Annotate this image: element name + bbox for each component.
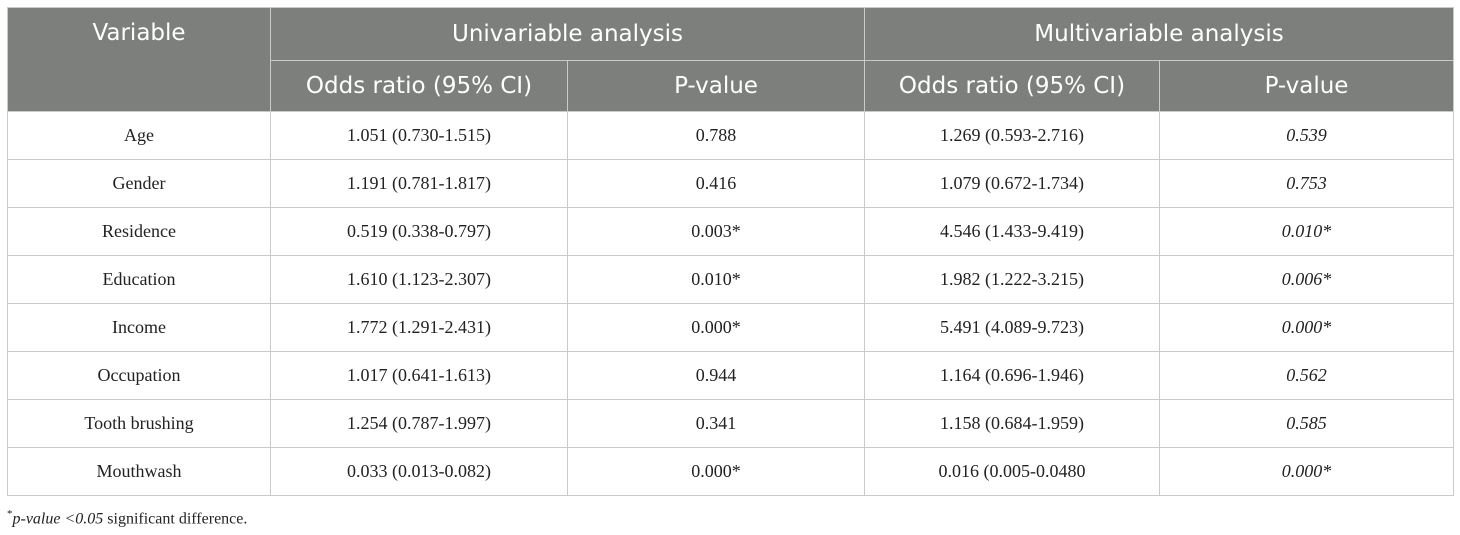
cell-uni-or: 1.772 (1.291-2.431): [270, 303, 568, 352]
cell-multi-or: 1.269 (0.593-2.716): [864, 111, 1160, 160]
cell-uni-p: 0.788: [567, 111, 865, 160]
table-row: Tooth brushing 1.254 (0.787-1.997) 0.341…: [7, 399, 1455, 448]
cell-variable: Age: [7, 111, 271, 160]
cell-multi-p: 0.000*: [1158, 447, 1455, 496]
footnote-text: significant difference.: [103, 510, 248, 528]
table-row: Occupation 1.017 (0.641-1.613) 0.944 1.1…: [7, 351, 1455, 400]
cell-uni-or: 0.519 (0.338-0.797): [270, 207, 568, 256]
cell-multi-or: 4.546 (1.433-9.419): [864, 207, 1160, 256]
cell-uni-or: 1.051 (0.730-1.515): [270, 111, 568, 160]
cell-uni-p: 0.944: [567, 351, 865, 400]
table-row: Residence 0.519 (0.338-0.797) 0.003* 4.5…: [7, 207, 1455, 256]
regression-table: Variable Univariable analysis Multivaria…: [7, 7, 1455, 496]
table-row: Age 1.051 (0.730-1.515) 0.788 1.269 (0.5…: [7, 111, 1455, 160]
cell-multi-or: 0.016 (0.005-0.0480: [864, 447, 1160, 496]
table-row: Gender 1.191 (0.781-1.817) 0.416 1.079 (…: [7, 159, 1455, 208]
footnote-mark: *: [7, 508, 13, 520]
header-variable: Variable: [7, 7, 271, 112]
cell-variable: Tooth brushing: [7, 399, 271, 448]
cell-uni-or: 1.191 (0.781-1.817): [270, 159, 568, 208]
cell-variable: Residence: [7, 207, 271, 256]
cell-uni-or: 1.610 (1.123-2.307): [270, 255, 568, 304]
header-uni-odds-ratio: Odds ratio (95% CI): [270, 60, 568, 112]
cell-multi-or: 1.164 (0.696-1.946): [864, 351, 1160, 400]
cell-uni-p: 0.416: [567, 159, 865, 208]
table-row: Income 1.772 (1.291-2.431) 0.000* 5.491 …: [7, 303, 1455, 352]
cell-uni-or: 0.033 (0.013-0.082): [270, 447, 568, 496]
cell-variable: Education: [7, 255, 271, 304]
cell-multi-p: 0.585: [1158, 399, 1455, 448]
cell-variable: Gender: [7, 159, 271, 208]
cell-variable: Mouthwash: [7, 447, 271, 496]
cell-variable: Income: [7, 303, 271, 352]
table-body: Age 1.051 (0.730-1.515) 0.788 1.269 (0.5…: [7, 111, 1455, 496]
cell-multi-p: 0.010*: [1158, 207, 1455, 256]
cell-uni-p: 0.000*: [567, 303, 865, 352]
header-univariable: Univariable analysis: [270, 7, 865, 61]
cell-uni-p: 0.003*: [567, 207, 865, 256]
cell-variable: Occupation: [7, 351, 271, 400]
cell-uni-or: 1.017 (0.641-1.613): [270, 351, 568, 400]
table-row: Education 1.610 (1.123-2.307) 0.010* 1.9…: [7, 255, 1455, 304]
header-multivariable: Multivariable analysis: [863, 7, 1455, 61]
table-header: Variable Univariable analysis Multivaria…: [7, 7, 1455, 112]
cell-multi-p: 0.006*: [1158, 255, 1455, 304]
cell-uni-or: 1.254 (0.787-1.997): [270, 399, 568, 448]
table-footnote: *p-value <0.05 significant difference.: [7, 508, 247, 528]
cell-multi-or: 1.158 (0.684-1.959): [864, 399, 1160, 448]
cell-uni-p: 0.341: [567, 399, 865, 448]
footnote-italic: p-value <0.05: [12, 510, 104, 528]
results-table-container: Variable Univariable analysis Multivaria…: [7, 7, 1455, 496]
cell-multi-p: 0.753: [1158, 159, 1455, 208]
header-multi-p-value: P-value: [1158, 60, 1455, 112]
cell-uni-p: 0.000*: [567, 447, 865, 496]
cell-multi-or: 5.491 (4.089-9.723): [864, 303, 1160, 352]
cell-multi-p: 0.539: [1158, 111, 1455, 160]
cell-multi-or: 1.079 (0.672-1.734): [864, 159, 1160, 208]
cell-uni-p: 0.010*: [567, 255, 865, 304]
cell-multi-or: 1.982 (1.222-3.215): [864, 255, 1160, 304]
cell-multi-p: 0.562: [1158, 351, 1455, 400]
cell-multi-p: 0.000*: [1158, 303, 1455, 352]
table-row: Mouthwash 0.033 (0.013-0.082) 0.000* 0.0…: [7, 447, 1455, 496]
header-uni-p-value: P-value: [567, 60, 865, 112]
header-multi-odds-ratio: Odds ratio (95% CI): [864, 60, 1160, 112]
